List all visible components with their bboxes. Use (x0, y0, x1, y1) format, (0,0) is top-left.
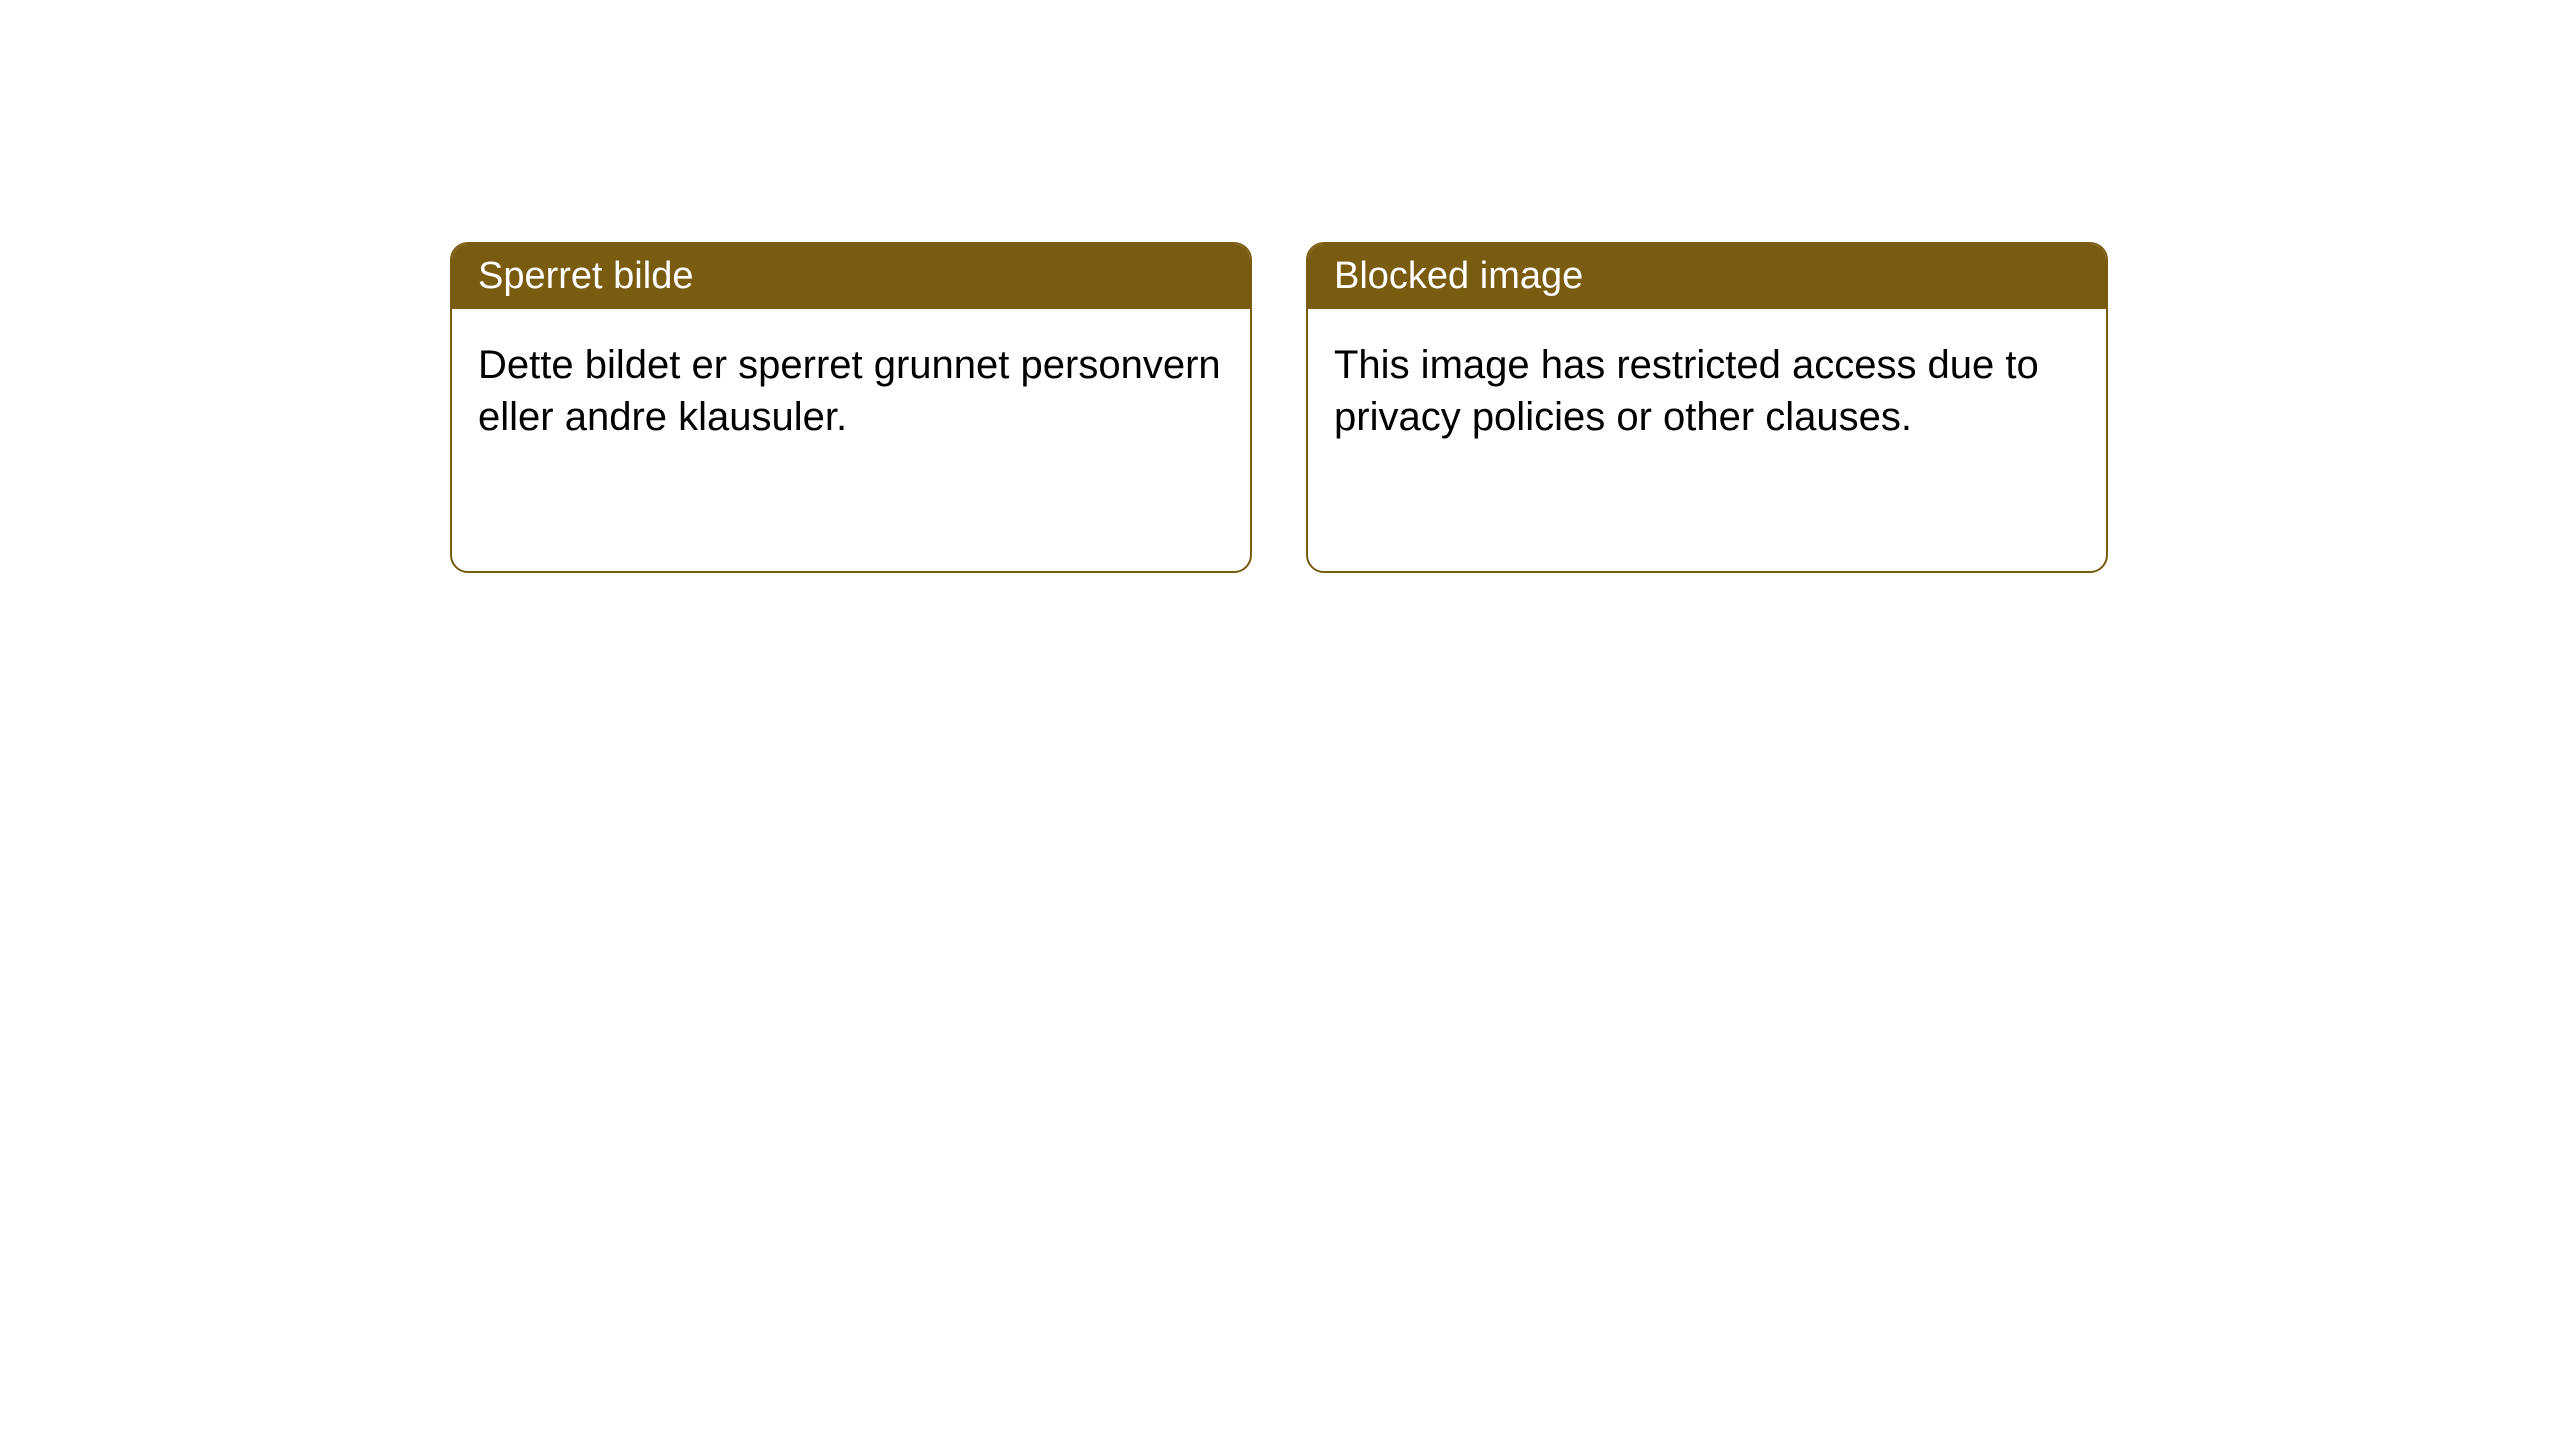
notice-card-english: Blocked image This image has restricted … (1306, 242, 2108, 573)
notice-card-norwegian: Sperret bilde Dette bildet er sperret gr… (450, 242, 1252, 573)
notice-header: Sperret bilde (452, 244, 1250, 309)
notice-body: Dette bildet er sperret grunnet personve… (452, 309, 1250, 473)
notice-header: Blocked image (1308, 244, 2106, 309)
notice-body: This image has restricted access due to … (1308, 309, 2106, 473)
notice-container: Sperret bilde Dette bildet er sperret gr… (0, 0, 2560, 573)
